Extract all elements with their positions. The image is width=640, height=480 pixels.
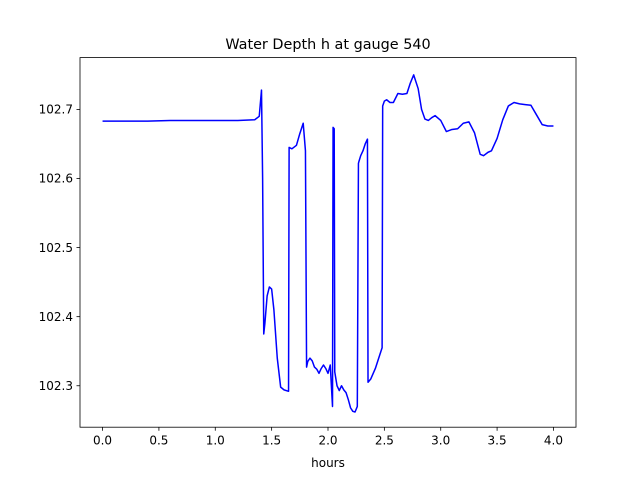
x-tick-label: 2.5 [375, 434, 394, 448]
x-axis-label: hours [311, 456, 345, 470]
y-tick-label: 102.5 [39, 241, 73, 255]
series-line-0 [102, 74, 554, 413]
x-tick-label: 4.0 [544, 434, 563, 448]
chart-title: Water Depth h at gauge 540 [225, 37, 430, 53]
y-tick-label: 102.4 [39, 310, 73, 324]
y-tick-label: 102.7 [39, 103, 73, 117]
x-tick-label: 2.0 [318, 434, 337, 448]
x-tick-label: 1.0 [206, 434, 225, 448]
x-tick-label: 3.5 [488, 434, 507, 448]
y-axis: 102.3 102.4 102.5 102.6 102.7 [39, 103, 80, 393]
y-tick-label: 102.6 [39, 172, 73, 186]
x-tick-label: 0.0 [93, 434, 112, 448]
x-tick-label: 0.5 [149, 434, 168, 448]
x-tick-label: 1.5 [262, 434, 281, 448]
x-axis: 0.0 0.5 1.0 1.5 2.0 2.5 3.0 3.5 4.0 [93, 427, 563, 448]
x-tick-label: 3.0 [431, 434, 450, 448]
y-tick-label: 102.3 [39, 379, 73, 393]
